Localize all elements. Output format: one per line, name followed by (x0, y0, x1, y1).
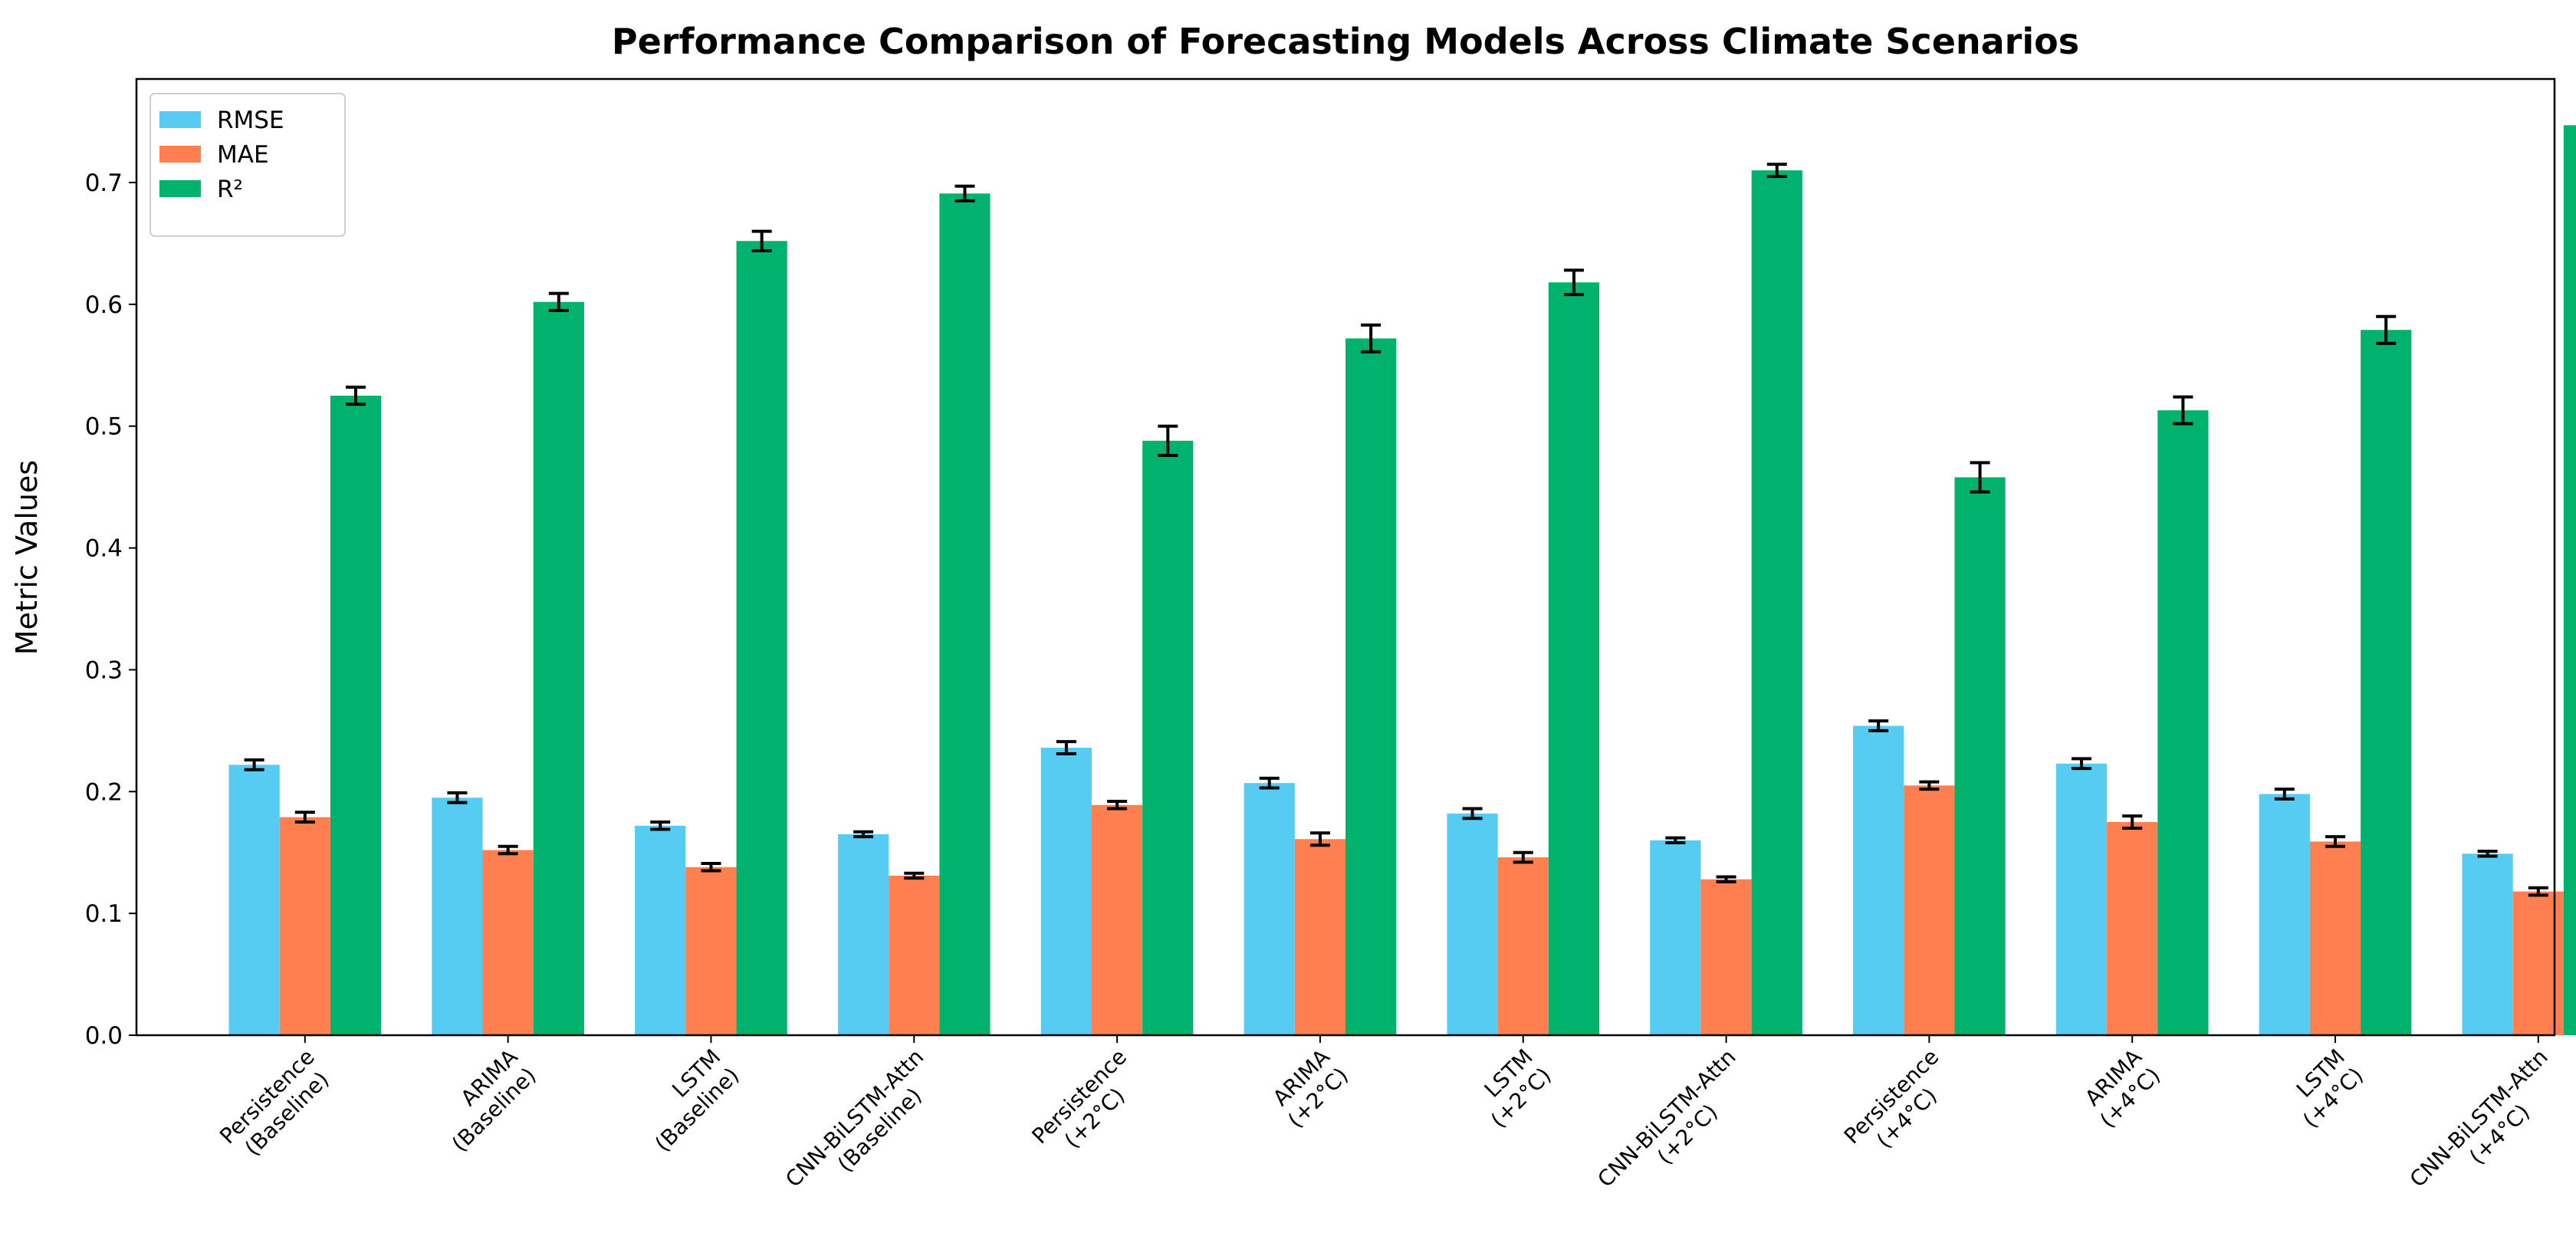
x-tick-label: ARIMA(Baseline) (429, 1044, 541, 1157)
bar-rmse-2 (635, 825, 686, 1035)
bar-mae-3 (889, 875, 940, 1035)
bar-mae-8 (1904, 785, 1955, 1035)
bar-mae-4 (1091, 804, 1143, 1035)
y-tick-label: 0.2 (85, 778, 123, 806)
bar-rmse-9 (2055, 763, 2108, 1035)
bar-rmse-10 (2259, 794, 2310, 1035)
bar-mae-6 (1497, 857, 1549, 1035)
bar-mae-11 (2512, 891, 2564, 1035)
bar-r-2 (736, 241, 787, 1035)
plot-area: 0.0 0.1 0.2 0.3 0.4 0.5 0.6 0.7 Persistence(Base… (85, 77, 2576, 1211)
bar-rmse-11 (2462, 853, 2513, 1035)
legend: RMSE MAE R² (150, 93, 346, 237)
bar-r-10 (2361, 330, 2412, 1035)
bar-rmse-3 (837, 834, 889, 1035)
x-tick-label: LSTM(+4°C) (2279, 1044, 2368, 1133)
bar-rmse-7 (1650, 840, 1701, 1035)
x-tick-label: ARIMA(+2°C) (1264, 1044, 1353, 1133)
bar-mae-9 (2107, 822, 2158, 1035)
bar-rmse-0 (228, 765, 280, 1035)
bar-r-7 (1751, 170, 1802, 1035)
legend-swatch-1 (159, 146, 201, 163)
legend-label: R² (217, 176, 243, 203)
bar-mae-10 (2309, 841, 2361, 1035)
bar-r-5 (1346, 338, 1397, 1035)
legend-swatch-0 (159, 111, 201, 128)
bar-r-8 (1954, 477, 2006, 1035)
axes-frame (135, 77, 2556, 1037)
bar-rmse-5 (1244, 783, 1295, 1035)
bar-mae-1 (482, 850, 534, 1035)
bar-r-3 (939, 193, 991, 1036)
x-tick-label: Persistence(+2°C) (1027, 1044, 1150, 1168)
bar-rmse-1 (432, 798, 483, 1035)
y-tick-label: 0.6 (85, 291, 123, 319)
bar-r-11 (2563, 125, 2576, 1035)
x-tick-label: CNN-BiLSTM-Attn(+4°C) (2405, 1044, 2571, 1211)
legend-label: MAE (217, 141, 269, 169)
x-tick-label: LSTM(Baseline) (632, 1044, 744, 1157)
bar-mae-7 (1700, 879, 1752, 1035)
chart-title: Performance Comparison of Forecasting Mo… (612, 21, 2079, 62)
y-tick-label: 0.0 (85, 1022, 123, 1050)
bar-r-6 (1548, 282, 1600, 1035)
y-tick-label: 0.3 (85, 656, 123, 684)
y-tick-label: 0.1 (85, 900, 123, 928)
x-tick-label: CNN-BiLSTM-Attn(Baseline) (780, 1044, 947, 1211)
x-tick-label: ARIMA(+4°C) (2076, 1044, 2165, 1133)
y-tick-label: 0.4 (85, 535, 123, 563)
x-tick-label: LSTM(+2°C) (1467, 1044, 1556, 1133)
x-tick-label: CNN-BiLSTM-Attn(+2°C) (1592, 1044, 1759, 1211)
bar-rmse-4 (1040, 748, 1092, 1035)
bar-rmse-6 (1447, 813, 1498, 1035)
bar-r-1 (533, 301, 584, 1035)
x-tick-label: Persistence(+4°C) (1839, 1044, 1963, 1168)
bar-r-4 (1142, 440, 1194, 1035)
bar-mae-5 (1294, 839, 1346, 1035)
legend-box (150, 93, 346, 237)
legend-label: RMSE (217, 107, 284, 134)
bar-r-0 (330, 396, 382, 1035)
bar-rmse-8 (1853, 725, 1904, 1035)
legend-swatch-2 (159, 180, 201, 197)
x-tick-label: Persistence(Baseline) (215, 1044, 338, 1168)
y-tick-label: 0.7 (85, 169, 123, 197)
y-axis-label: Metric Values (10, 460, 44, 655)
bar-mae-0 (279, 817, 330, 1035)
bar-mae-2 (685, 867, 737, 1035)
y-tick-label: 0.5 (85, 413, 123, 441)
bar-r-9 (2157, 410, 2209, 1035)
